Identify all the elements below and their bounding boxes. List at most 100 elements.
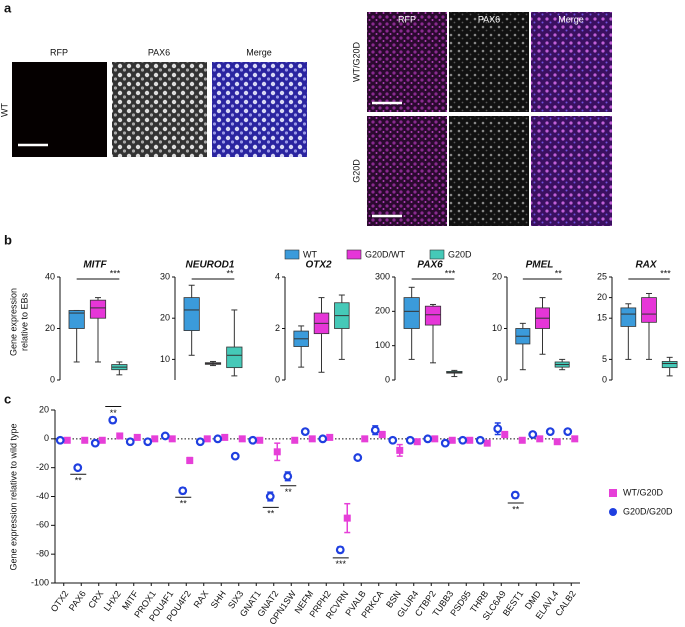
point bbox=[238, 435, 246, 443]
box bbox=[89, 299, 107, 319]
plot-title: MITF bbox=[83, 260, 107, 271]
point bbox=[248, 435, 258, 445]
y-tick-label: 10 bbox=[492, 323, 502, 333]
y-tick-label: 40 bbox=[45, 271, 55, 281]
point bbox=[571, 435, 579, 443]
point bbox=[98, 436, 106, 444]
point bbox=[230, 451, 240, 461]
legend-label: WT/G20D bbox=[623, 487, 664, 497]
point bbox=[160, 431, 170, 441]
row-label: WT bbox=[0, 103, 9, 117]
image-rfp bbox=[12, 62, 107, 157]
legend-marker bbox=[609, 489, 617, 497]
image-pax6 bbox=[449, 116, 529, 226]
y-tick-label: -60 bbox=[36, 520, 49, 530]
point bbox=[55, 435, 65, 445]
point bbox=[213, 434, 223, 444]
y-tick-label: 15 bbox=[597, 313, 607, 323]
plot-title: PAX6 bbox=[417, 260, 443, 271]
image-merge bbox=[531, 116, 612, 226]
point bbox=[168, 435, 176, 443]
point bbox=[125, 437, 135, 447]
y-axis-label: Gene expression bbox=[8, 288, 18, 356]
point bbox=[186, 456, 194, 464]
y-tick-label: 5 bbox=[602, 354, 607, 364]
plot-title: OTX2 bbox=[305, 260, 332, 271]
legend-label: G20D bbox=[448, 249, 472, 259]
y-tick-label: -20 bbox=[36, 462, 49, 472]
y-tick-label: -100 bbox=[31, 577, 49, 587]
point bbox=[221, 433, 229, 441]
point bbox=[108, 415, 118, 425]
point bbox=[353, 453, 363, 462]
point bbox=[370, 425, 380, 435]
point bbox=[518, 436, 526, 444]
point bbox=[553, 438, 561, 446]
point bbox=[283, 471, 293, 481]
legend-swatch bbox=[346, 249, 362, 260]
x-tick-label: OTX2 bbox=[49, 589, 71, 614]
point bbox=[343, 514, 351, 522]
point bbox=[405, 435, 415, 445]
box bbox=[68, 310, 85, 329]
box bbox=[424, 305, 442, 326]
point bbox=[440, 438, 450, 448]
image-merge bbox=[212, 62, 307, 157]
row-label: WT/G20D bbox=[351, 42, 361, 83]
point bbox=[536, 435, 544, 443]
point bbox=[318, 434, 328, 444]
point bbox=[273, 448, 281, 456]
point bbox=[458, 435, 468, 445]
point bbox=[308, 435, 316, 443]
point bbox=[265, 492, 275, 501]
column-label: RFP bbox=[50, 47, 68, 57]
sig-label: ** bbox=[180, 499, 188, 509]
sig-label: *** bbox=[445, 268, 456, 278]
x-tick-label: LHX2 bbox=[102, 589, 123, 613]
point bbox=[256, 436, 264, 444]
y-tick-label: 30 bbox=[160, 271, 170, 281]
y-tick-label: 0 bbox=[602, 374, 607, 384]
point bbox=[335, 545, 345, 555]
y-tick-label: 25 bbox=[597, 271, 607, 281]
point bbox=[63, 436, 71, 444]
y-tick-label: 20 bbox=[160, 313, 170, 323]
sig-label: *** bbox=[335, 559, 346, 569]
box bbox=[641, 297, 657, 323]
point bbox=[291, 436, 299, 444]
image-pax6 bbox=[112, 62, 207, 157]
x-tick-label: RAX bbox=[192, 589, 211, 610]
point bbox=[90, 438, 100, 448]
point bbox=[413, 438, 421, 446]
sig-label: ** bbox=[512, 504, 520, 514]
point bbox=[510, 490, 520, 500]
y-tick-label: 0 bbox=[385, 374, 390, 384]
x-tick-label: SHH bbox=[209, 589, 228, 610]
y-tick-label: 0 bbox=[50, 374, 55, 384]
box bbox=[183, 297, 200, 331]
legend-label: G20D/WT bbox=[365, 249, 406, 259]
box bbox=[661, 361, 678, 369]
y-tick-label: 0 bbox=[497, 374, 502, 384]
column-label: PAX6 bbox=[478, 14, 500, 24]
point bbox=[81, 436, 89, 444]
point bbox=[178, 486, 188, 496]
row-label: G20D bbox=[351, 159, 361, 183]
image-pax6 bbox=[449, 12, 529, 112]
point bbox=[423, 434, 433, 444]
legend-swatch bbox=[429, 249, 445, 260]
point bbox=[475, 435, 485, 445]
legend-label: WT bbox=[303, 249, 317, 259]
y-tick-label: 0 bbox=[275, 374, 280, 384]
y-tick-label: 10 bbox=[160, 354, 170, 364]
point bbox=[361, 435, 369, 443]
sig-label: *** bbox=[660, 268, 671, 278]
y-tick-label: 100 bbox=[375, 340, 390, 350]
y-axis-label: Gene expression relative to wild type bbox=[8, 423, 18, 570]
y-tick-label: -80 bbox=[36, 549, 49, 559]
point bbox=[116, 432, 124, 440]
column-label: Merge bbox=[246, 47, 272, 57]
point bbox=[545, 427, 555, 437]
point bbox=[133, 433, 141, 441]
column-label: Merge bbox=[558, 14, 584, 24]
